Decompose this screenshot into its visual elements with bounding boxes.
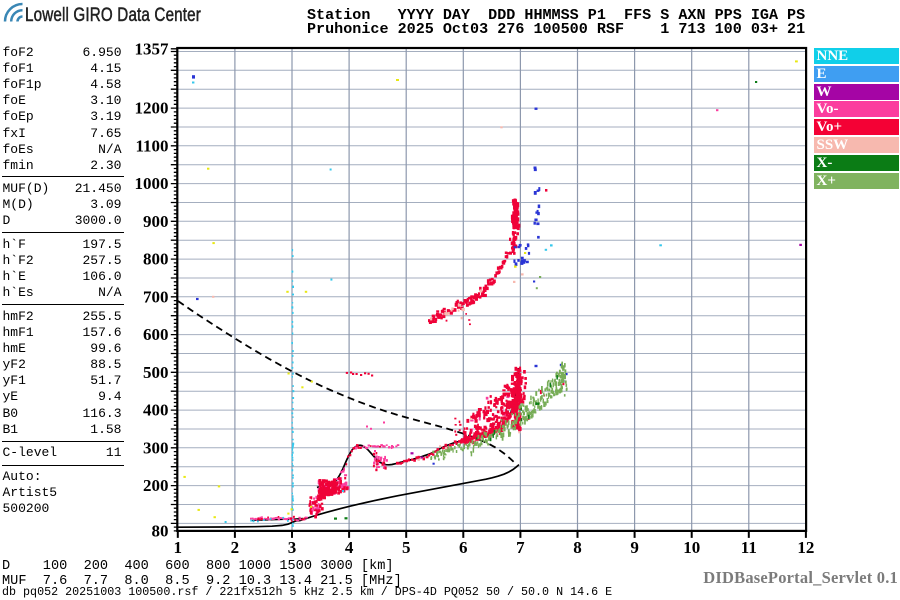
svg-text:8: 8 xyxy=(573,538,582,557)
svg-text:1100: 1100 xyxy=(135,136,168,155)
svg-text:12: 12 xyxy=(797,538,814,557)
svg-text:300: 300 xyxy=(143,438,169,457)
svg-text:6: 6 xyxy=(459,538,468,557)
svg-text:400: 400 xyxy=(143,401,169,420)
svg-text:80: 80 xyxy=(152,522,169,541)
svg-text:900: 900 xyxy=(143,212,169,231)
svg-text:11: 11 xyxy=(741,538,757,557)
svg-text:2: 2 xyxy=(231,538,240,557)
svg-text:700: 700 xyxy=(143,287,169,306)
svg-text:10: 10 xyxy=(683,538,700,557)
svg-text:200: 200 xyxy=(143,476,169,495)
svg-text:4: 4 xyxy=(345,538,354,557)
svg-text:600: 600 xyxy=(143,325,169,344)
svg-text:1200: 1200 xyxy=(135,99,169,118)
svg-text:500: 500 xyxy=(143,363,169,382)
svg-text:1000: 1000 xyxy=(135,174,169,193)
svg-text:1: 1 xyxy=(174,538,183,557)
svg-text:7: 7 xyxy=(516,538,525,557)
svg-text:1357: 1357 xyxy=(135,39,170,58)
svg-text:9: 9 xyxy=(630,538,639,557)
svg-text:800: 800 xyxy=(143,250,169,269)
svg-text:5: 5 xyxy=(402,538,411,557)
svg-text:3: 3 xyxy=(288,538,297,557)
